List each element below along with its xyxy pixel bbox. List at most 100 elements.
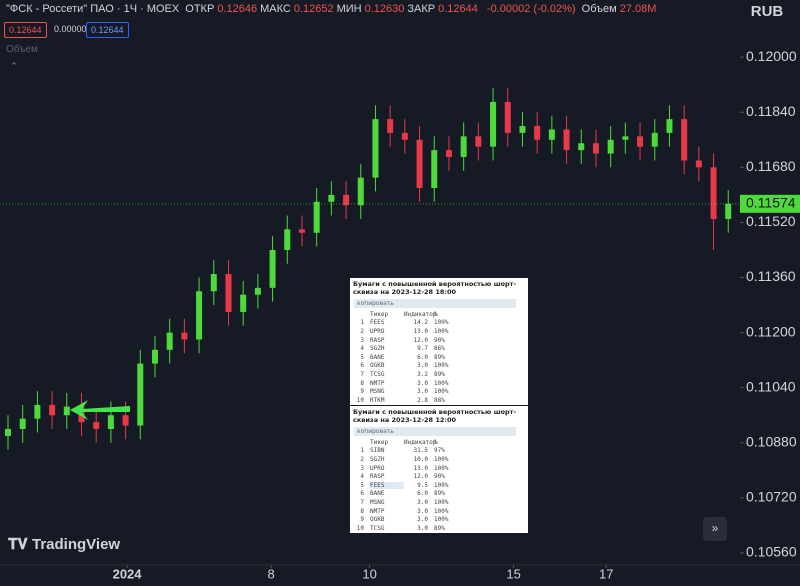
candle-body (519, 126, 526, 133)
cell: 4 (360, 473, 364, 481)
cell: 3.0 (417, 498, 428, 506)
table-panel: Бумаги с повышенной вероятностью шорт-ск… (350, 406, 528, 533)
cell: 6 (360, 490, 364, 498)
cell: SGZH (370, 345, 385, 353)
cell: OGKB (370, 362, 385, 370)
candle-body (34, 404, 41, 419)
candle-body (357, 177, 364, 206)
cell: 13.0 (413, 464, 428, 472)
cell: 9.7 (417, 345, 428, 353)
table-row: 1 FEES 14.2 100% (350, 319, 528, 328)
cell: 100% (434, 507, 449, 515)
cell: 88% (434, 396, 445, 404)
cell: 8 (360, 379, 364, 387)
cell: 3.2 (417, 370, 428, 378)
cell: BANE (370, 353, 385, 361)
table-row: 10 TCSG 3.0 89% (350, 524, 528, 533)
cell: 6 (360, 362, 364, 370)
candle-body (4, 429, 11, 436)
candle-body (269, 249, 276, 288)
column-header: Тикер (370, 438, 389, 446)
cell: TCSG (370, 370, 385, 378)
symbol-title[interactable]: "ФСК - Россети" ПАО · 1Ч · MOEX (6, 3, 180, 15)
cell: 1 (360, 447, 364, 455)
last-price-box (740, 194, 800, 213)
candle-body (122, 415, 129, 426)
arrow (70, 400, 130, 420)
cell: 100% (434, 379, 449, 387)
cell: 3.0 (417, 362, 428, 370)
table-row: 3 RASP 12.0 90% (350, 336, 528, 345)
y-tick-label: 0.11680 (746, 158, 796, 174)
table-row: 3 UPRO 13.0 100% (350, 464, 528, 473)
table-row: 2 UPRO 13.0 100% (350, 327, 528, 336)
cell: 4 (360, 345, 364, 353)
cell: 3 (360, 464, 364, 472)
table-row: 9 OGKB 3.0 100% (350, 515, 528, 524)
cell: 90% (434, 473, 445, 481)
y-tick-label: 0.12000 (746, 48, 797, 64)
cell: 89% (434, 524, 445, 532)
currency[interactable]: RUB (751, 3, 784, 20)
cell: 100% (434, 481, 449, 489)
cell: 86% (434, 345, 445, 353)
ohlc-label: ОТКР (185, 3, 215, 15)
cell: 100% (434, 464, 449, 472)
cell: 97% (434, 447, 445, 455)
cell: 3.0 (417, 507, 428, 515)
candle-body (695, 160, 702, 168)
candle-body (19, 418, 26, 430)
cell: 12.0 (413, 473, 428, 481)
last-price-label: 0.11574 (746, 195, 796, 211)
candle-body (666, 119, 673, 133)
cell: 9 (360, 516, 364, 524)
y-tick-label: 0.11520 (746, 213, 796, 229)
cell: 100% (434, 388, 449, 396)
cell: 2 (360, 455, 364, 463)
cell: 2 (360, 327, 364, 335)
candle-body (166, 332, 173, 350)
cell: TCSG (370, 524, 385, 532)
cell: 13.0 (413, 327, 428, 335)
cell: 100% (434, 327, 449, 335)
cell: 14.2 (413, 319, 428, 327)
table-row: 5 BANE 6.0 89% (350, 353, 528, 362)
cell: 7 (360, 370, 364, 378)
cell: 1 (360, 319, 364, 327)
ohlc: ОТКР 0.12646 МАКС 0.12652 МИН 0.12630 ЗАКР 0.12… (185, 3, 481, 15)
cell: 100% (434, 362, 449, 370)
ohlc-value: 0.12644 (438, 3, 478, 15)
indicator-label[interactable]: Объем (6, 44, 38, 55)
cell: RASP (370, 473, 385, 481)
table-title: Бумаги с повышенной вероятностью шорт-ск… (353, 408, 517, 424)
cell: 12.0 (413, 336, 428, 344)
y-tick-label: 0.10720 (746, 489, 797, 505)
column-header: Индикатор (404, 438, 437, 446)
candle-body (225, 274, 232, 312)
table-row: 9 MSNG 3.0 100% (350, 387, 528, 396)
cell: OGKB (370, 516, 385, 524)
cell: BANE (370, 490, 385, 498)
cell: 6.0 (417, 490, 428, 498)
column-header: Тикер (370, 310, 389, 318)
cell: 89% (434, 353, 445, 361)
candle-body (445, 150, 452, 158)
header: "ФСК - Россети" ПАО · 1Ч · MOEX ОТКР 0.12… (6, 3, 659, 15)
table-row: 7 MSNG 3.0 100% (350, 498, 528, 507)
table-row: 1 SIBN 31.5 97% (350, 447, 528, 456)
copy-button[interactable]: копировать (354, 299, 516, 308)
y-tick-label: 0.11040 (746, 378, 796, 394)
ohlc-label: МАКС (260, 3, 291, 15)
ohlc-label: МИН (336, 3, 362, 15)
cell: SIBN (370, 447, 385, 455)
x-tick-label: 17 (599, 566, 613, 581)
candle-body (401, 132, 408, 140)
cell: NMTP (370, 379, 385, 387)
candle-body (622, 136, 629, 140)
cell: MSNG (370, 498, 385, 506)
column-header: % (434, 310, 438, 318)
candle-body (298, 229, 305, 233)
collapse-icon[interactable]: ⌃ (10, 62, 18, 73)
scroll-button[interactable] (703, 517, 727, 541)
copy-button[interactable]: копировать (354, 427, 516, 436)
